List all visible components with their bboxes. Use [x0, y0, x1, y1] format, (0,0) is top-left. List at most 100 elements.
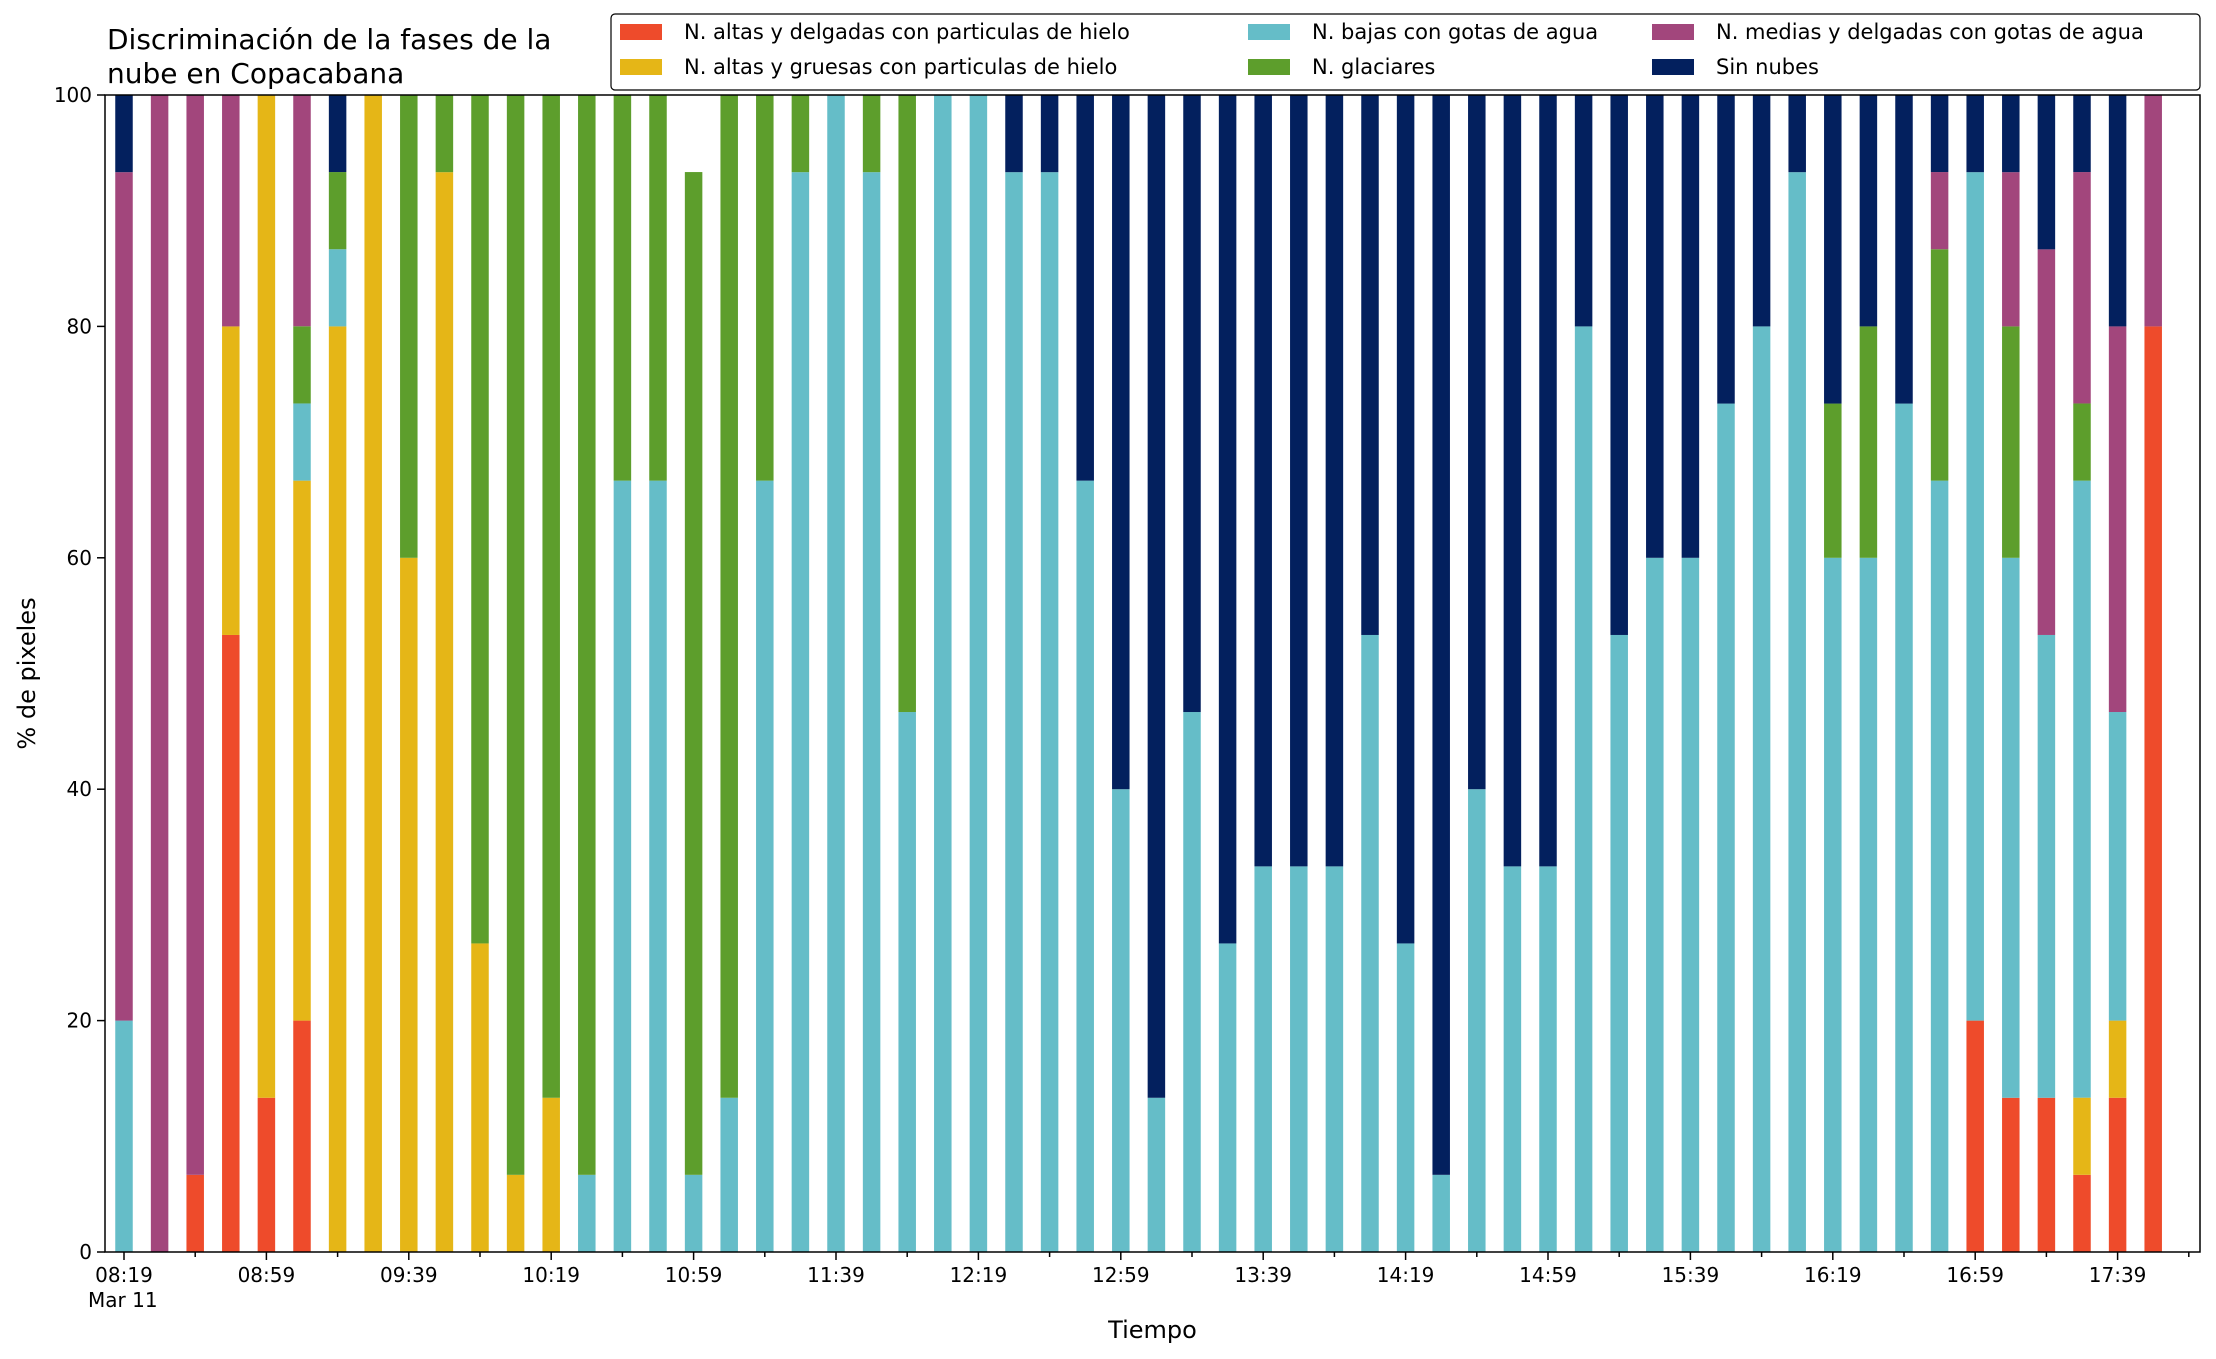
bar-segment — [328, 94, 347, 173]
bar-segment — [1076, 480, 1094, 1252]
y-tick-label: 20 — [67, 1009, 92, 1033]
bar-segment — [2073, 480, 2091, 1098]
chart-title-line: nube en Copacabana — [107, 57, 404, 90]
bar-segment — [1574, 95, 1593, 327]
x-tick-label: 10:19 — [522, 1263, 580, 1287]
bar-segment — [1218, 943, 1237, 1252]
bar-segment — [471, 943, 489, 1252]
bar-segment — [293, 326, 311, 404]
x-tick-label: 09:39 — [380, 1263, 438, 1287]
y-tick-label: 60 — [67, 546, 92, 570]
bar-segment — [1468, 95, 1486, 790]
bar-segment — [2037, 634, 2056, 1098]
bar-segment — [1468, 789, 1486, 1252]
bar-segment — [1040, 95, 1059, 173]
x-tick-label: 08:19 — [95, 1263, 153, 1287]
bar-segment — [2144, 95, 2162, 327]
bar-segment — [186, 1174, 204, 1252]
bar-segment — [1539, 95, 1557, 867]
bar-segment — [2037, 1097, 2056, 1252]
bar-segment — [1930, 249, 1949, 481]
bar-segment — [1610, 95, 1628, 635]
bar-segment — [2002, 557, 2020, 1098]
bar-segment — [1432, 1174, 1450, 1252]
bar-segment — [1432, 95, 1450, 1175]
bar-segment — [222, 95, 240, 327]
bar-segment — [2037, 95, 2056, 250]
x-tick-label: 08:59 — [238, 1263, 296, 1287]
bar-segment — [791, 172, 810, 1252]
bar-segment — [1788, 95, 1806, 173]
legend-label: N. altas y gruesas con particulas de hie… — [684, 55, 1117, 79]
bar-segment — [1503, 866, 1522, 1252]
bar-segment — [1824, 557, 1842, 1252]
bar-segment — [293, 94, 311, 327]
bar-segment — [1930, 172, 1949, 250]
bar-segment — [2073, 1174, 2091, 1252]
bar-segment — [1895, 403, 1913, 1252]
bar-segment — [649, 95, 667, 481]
bar-segment — [862, 172, 881, 1252]
bar-segment — [1112, 95, 1130, 790]
bar-segment — [2073, 94, 2091, 173]
bar-segment — [2002, 1097, 2020, 1252]
bar-segment — [1824, 403, 1842, 558]
bar-segment — [293, 403, 311, 481]
bar-segment — [1681, 557, 1700, 1252]
bar-segment — [1752, 326, 1771, 1252]
x-tick-label: 16:59 — [1946, 1263, 2004, 1287]
bar-segment — [1895, 95, 1913, 404]
bar-segment — [222, 634, 240, 1252]
bar-segment — [720, 1097, 738, 1252]
bar-segment — [2108, 712, 2127, 1021]
bar-segment — [2002, 172, 2020, 327]
bar-segment — [1218, 95, 1237, 944]
bar-segment — [613, 480, 632, 1252]
bar-segment — [720, 95, 738, 1098]
bar-segment — [150, 95, 169, 1252]
bar-segment — [2037, 249, 2056, 635]
bar-segment — [2073, 172, 2091, 404]
y-tick-label: 40 — [67, 777, 92, 801]
bar-segment — [328, 172, 347, 250]
bar-segment — [1717, 95, 1735, 404]
x-tick-label: 12:59 — [1092, 1263, 1150, 1287]
bar-segment — [293, 1020, 311, 1252]
bar-segment — [506, 1174, 525, 1252]
bar-segment — [1681, 95, 1700, 558]
bar-segment — [2108, 1097, 2127, 1252]
bar-segment — [756, 95, 774, 481]
bar-segment — [1646, 95, 1664, 558]
plot-frame — [104, 94, 2201, 1253]
y-axis: 0 20 40 60 80 100 — [54, 83, 105, 1264]
bar-segment — [1396, 95, 1415, 944]
y-tick-label: 80 — [67, 314, 92, 338]
bar-segment — [115, 172, 133, 1021]
bar-segment — [1966, 172, 1984, 1021]
bar-segment — [684, 172, 703, 1175]
bars — [115, 94, 2162, 1252]
chart-title-line: Discriminación de la fases de la — [107, 23, 551, 56]
bar-segment — [2108, 326, 2127, 713]
bar-segment — [1361, 95, 1379, 635]
bar-segment — [2108, 95, 2127, 327]
bar-segment — [400, 557, 418, 1252]
bar-segment — [2108, 1020, 2127, 1098]
bar-segment — [756, 480, 774, 1252]
bar-segment — [542, 95, 560, 1098]
x-tick-label: 14:19 — [1377, 1263, 1435, 1287]
bar-segment — [898, 712, 916, 1252]
bar-segment — [1005, 95, 1023, 173]
bar-segment — [1325, 866, 1344, 1252]
bar-segment — [364, 95, 382, 1252]
bar-segment — [1112, 789, 1130, 1252]
bar-segment — [1503, 95, 1522, 867]
bar-segment — [222, 326, 240, 635]
x-tick-label: 15:39 — [1662, 1263, 1720, 1287]
bar-segment — [1005, 172, 1023, 1252]
bar-segment — [471, 95, 489, 944]
bar-segment — [1147, 95, 1166, 1098]
